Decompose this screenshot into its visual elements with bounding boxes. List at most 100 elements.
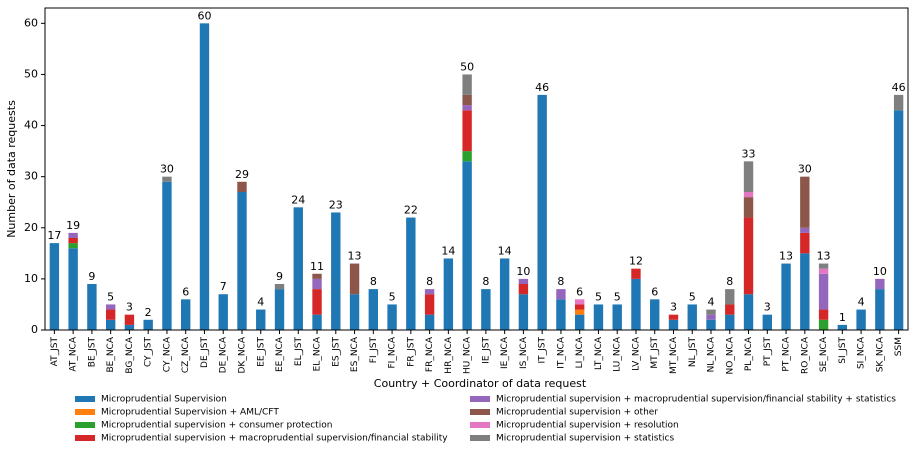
- x-tick-label: AT_JST: [50, 337, 60, 367]
- bar-segment: [87, 284, 97, 330]
- bar-segment: [518, 278, 529, 284]
- bar-segment: [706, 314, 716, 320]
- x-tick-label: DK_NCA: [237, 336, 247, 373]
- x-tick-label: FI_JST: [369, 337, 379, 364]
- total-label: 3: [670, 301, 677, 314]
- x-tick-label: IT_NCA: [556, 336, 566, 369]
- bar-segment: [856, 309, 866, 330]
- bar-segment: [49, 243, 60, 330]
- bar-segment: [668, 314, 679, 320]
- x-tick-label: DE_JST: [200, 337, 210, 368]
- bar-segment: [462, 110, 472, 152]
- bar-segment: [181, 299, 191, 330]
- x-tick-label: BE_NCA: [106, 336, 116, 372]
- total-label: 8: [426, 275, 433, 288]
- total-label: 24: [291, 193, 305, 206]
- bar-segment: [462, 151, 472, 162]
- bar-segment: [443, 258, 454, 330]
- x-tick-label: AT_NCA: [69, 336, 79, 371]
- bar-segment: [105, 319, 116, 330]
- bar-segment: [574, 309, 585, 315]
- total-label: 50: [460, 60, 474, 73]
- legend-swatch: [470, 409, 490, 415]
- bar-segment: [237, 181, 247, 192]
- x-tick-label: IT_JST: [538, 337, 548, 364]
- bar-segment: [349, 294, 360, 330]
- bar-segment: [706, 319, 716, 330]
- bar-segment: [743, 161, 754, 192]
- bar-segment: [105, 304, 116, 310]
- total-label: 9: [88, 270, 95, 283]
- x-tick-label: PT_JST: [763, 337, 773, 367]
- x-tick-label: LV_NCA: [631, 336, 641, 371]
- bar-segment: [650, 299, 660, 330]
- bar-segment: [124, 324, 135, 330]
- legend-swatch: [470, 435, 490, 441]
- bar-segment: [499, 258, 510, 330]
- bar-segment: [800, 227, 810, 233]
- x-tick-label: SE_NCA: [819, 336, 829, 372]
- bar-segment: [706, 309, 716, 315]
- x-tick-label: EL_NCA: [313, 336, 323, 371]
- legend-swatch: [470, 396, 490, 402]
- total-label: 6: [576, 285, 583, 298]
- total-label: 19: [66, 219, 80, 232]
- total-label: 13: [817, 250, 831, 263]
- bar-segment: [631, 278, 641, 330]
- x-tick-label: NO_NCA: [725, 336, 735, 374]
- total-label: 5: [389, 290, 396, 303]
- x-tick-label: IE_JST: [481, 337, 491, 364]
- bar-segment: [387, 304, 397, 330]
- bar-segment: [725, 304, 735, 315]
- total-label: 12: [629, 255, 643, 268]
- y-axis-title: Number of data requests: [5, 100, 18, 238]
- bar-segment: [725, 314, 735, 330]
- bar-segment: [424, 314, 435, 330]
- bar-segment: [218, 294, 228, 330]
- legend-swatch: [470, 422, 490, 428]
- bar-segment: [312, 289, 322, 315]
- bar-segment: [818, 263, 829, 269]
- x-tick-label: PL_NCA: [744, 336, 754, 371]
- total-label: 8: [370, 275, 377, 288]
- bar-segment: [312, 278, 322, 290]
- total-label: 4: [708, 296, 715, 309]
- total-label: 46: [892, 81, 906, 94]
- x-tick-label: MT_NCA: [669, 336, 679, 374]
- bar-segment: [800, 232, 810, 254]
- y-tick-label: 50: [24, 67, 38, 80]
- bar-segment: [818, 319, 829, 330]
- bar-segment: [893, 94, 904, 111]
- bar-segment: [743, 197, 754, 218]
- total-label: 5: [689, 290, 696, 303]
- bar-segment: [612, 304, 622, 330]
- bar-segment: [68, 243, 78, 249]
- bar-segment: [162, 176, 172, 182]
- bar-segment: [462, 74, 472, 95]
- bar-segment: [349, 263, 360, 295]
- x-tick-label: EE_JST: [256, 337, 266, 367]
- bar-segment: [574, 299, 585, 305]
- legend-label: Microprudential supervision + statistics: [496, 434, 674, 444]
- total-label: 1: [839, 311, 846, 324]
- total-label: 2: [145, 306, 152, 319]
- bar-segment: [800, 253, 810, 330]
- x-tick-label: CY_NCA: [162, 336, 172, 372]
- bar-segment: [518, 294, 529, 330]
- x-tick-label: FR_JST: [406, 336, 416, 366]
- x-tick-label: DE_NCA: [219, 336, 229, 373]
- bar-segment: [875, 289, 885, 330]
- y-tick-label: 20: [24, 221, 38, 234]
- bar-segment: [68, 248, 78, 330]
- bar-segment: [574, 304, 585, 310]
- total-label: 10: [516, 265, 530, 278]
- x-tick-label: BE_JST: [87, 337, 97, 368]
- x-tick-label: MT_JST: [650, 337, 660, 369]
- total-label: 14: [498, 244, 512, 257]
- x-tick-label: IE_NCA: [500, 336, 510, 369]
- legend-swatch: [75, 435, 95, 441]
- bar-segment: [762, 314, 772, 330]
- bar-segment: [743, 294, 754, 330]
- bar-segment: [462, 105, 472, 111]
- bar-segment: [312, 314, 322, 330]
